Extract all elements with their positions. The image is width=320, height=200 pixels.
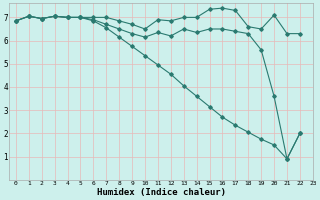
- X-axis label: Humidex (Indice chaleur): Humidex (Indice chaleur): [97, 188, 226, 197]
